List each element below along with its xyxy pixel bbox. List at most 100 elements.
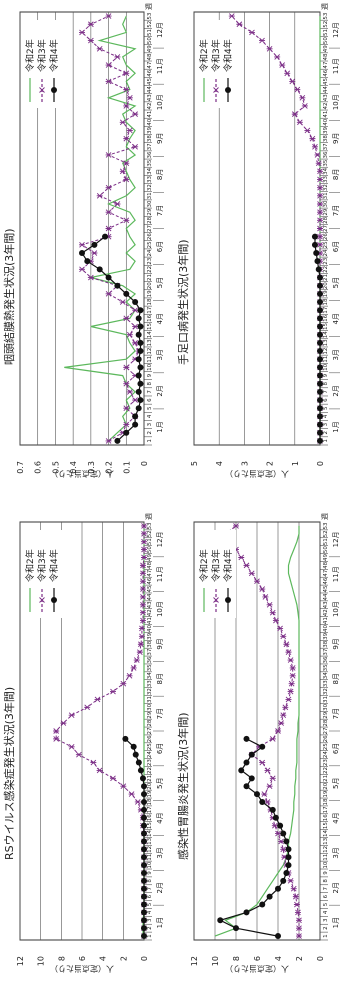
legend-box bbox=[196, 20, 236, 108]
x-tick-label: 15 bbox=[323, 822, 329, 829]
x-tick-label: 25 bbox=[147, 743, 153, 750]
data-point-r3 bbox=[280, 633, 287, 640]
data-point-r3 bbox=[141, 538, 147, 545]
x-tick-label: 28 bbox=[323, 216, 329, 223]
data-point-r4 bbox=[317, 380, 323, 387]
data-point-r3 bbox=[290, 885, 297, 892]
x-tick-label: 43 bbox=[147, 94, 153, 101]
x-tick-label: 10 bbox=[147, 363, 153, 370]
data-point-r3 bbox=[60, 720, 67, 726]
x-tick-label: 26 bbox=[147, 735, 153, 742]
y-tick-label: 0 bbox=[316, 956, 325, 961]
series-line-2 bbox=[213, 525, 300, 937]
x-tick-label: 37 bbox=[147, 143, 153, 150]
data-point-r3 bbox=[228, 13, 235, 19]
legend-label: 令和2年 bbox=[198, 39, 210, 72]
x-tick-label: 32 bbox=[147, 184, 153, 191]
x-tick-label: 24 bbox=[147, 751, 153, 758]
data-point-r4 bbox=[137, 364, 144, 371]
legend-label: 令和3年 bbox=[210, 549, 222, 582]
data-point-r4 bbox=[141, 909, 147, 916]
x-tick-label: 29 bbox=[147, 711, 153, 718]
legend-marker-r4 bbox=[51, 87, 57, 93]
x-tick-label: 30 bbox=[147, 200, 153, 207]
data-point-r3 bbox=[139, 586, 146, 592]
month-label: 7月 bbox=[332, 708, 340, 719]
data-point-r3 bbox=[243, 562, 250, 569]
x-tick-label: 5 bbox=[323, 406, 329, 410]
data-point-r4 bbox=[141, 933, 147, 940]
x-tick-label: 9 bbox=[147, 373, 153, 377]
month-label: 11月 bbox=[156, 58, 164, 74]
y-tick-label: 10 bbox=[211, 956, 220, 966]
x-tick-label: 32 bbox=[323, 184, 329, 191]
data-point-r3 bbox=[261, 791, 268, 797]
x-tick-label: 41 bbox=[323, 617, 329, 624]
x-tick-label: 33 bbox=[147, 175, 153, 182]
data-point-r4 bbox=[317, 323, 323, 330]
data-point-r3 bbox=[304, 127, 311, 134]
x-tick-label: 39 bbox=[147, 126, 153, 133]
y-axis-label: 人（定点当たり） bbox=[50, 469, 114, 479]
chart-panel-3: 感染性胃腸炎発生状況(3年間)024681012人（定点当たり）12345678… bbox=[176, 513, 340, 974]
x-tick-label: 50 bbox=[323, 546, 329, 553]
data-point-r4 bbox=[141, 838, 147, 845]
x-tick-label: 17 bbox=[147, 306, 153, 313]
data-point-r3 bbox=[137, 641, 144, 648]
data-point-r3 bbox=[110, 775, 116, 782]
x-tick-label: 41 bbox=[323, 111, 329, 118]
x-tick-label: 40 bbox=[147, 118, 153, 125]
data-point-r4 bbox=[285, 846, 292, 853]
data-point-r3 bbox=[275, 728, 281, 734]
x-tick-label: 23 bbox=[147, 257, 153, 264]
month-label: 8月 bbox=[332, 169, 340, 180]
x-tick-label: 19 bbox=[147, 290, 153, 297]
data-point-r3 bbox=[123, 315, 130, 322]
x-tick-label: 19 bbox=[323, 790, 329, 797]
data-point-r4 bbox=[96, 266, 103, 273]
y-tick-label: 10 bbox=[37, 956, 46, 966]
data-point-r4 bbox=[137, 323, 144, 330]
x-tick-label: 34 bbox=[147, 672, 153, 679]
data-point-r4 bbox=[137, 348, 144, 355]
month-label: 6月 bbox=[156, 241, 164, 252]
x-tick-label: 47 bbox=[147, 61, 153, 68]
x-tick-label: 12 bbox=[323, 846, 329, 853]
data-point-r3 bbox=[317, 168, 323, 175]
x-tick-label: 10 bbox=[323, 363, 329, 370]
x-tick-label: 48 bbox=[323, 53, 329, 60]
data-point-r3 bbox=[139, 601, 146, 608]
x-tick-label: 23 bbox=[147, 759, 153, 766]
x-tick-label: 20 bbox=[147, 282, 153, 289]
x-tick-label: 30 bbox=[323, 703, 329, 710]
y-tick-label: 0.7 bbox=[16, 461, 25, 474]
data-point-r4 bbox=[243, 783, 250, 790]
x-tick-label: 28 bbox=[323, 719, 329, 726]
x-tick-label: 18 bbox=[323, 798, 329, 805]
data-point-r4 bbox=[135, 405, 142, 412]
data-point-r4 bbox=[317, 348, 323, 355]
data-point-r4 bbox=[317, 290, 323, 297]
x-tick-label: 1 bbox=[147, 934, 153, 938]
x-tick-label: 11 bbox=[147, 356, 153, 363]
x-tick-label: 15 bbox=[147, 323, 153, 330]
data-point-r3 bbox=[91, 250, 98, 256]
x-tick-label: 17 bbox=[147, 806, 153, 813]
data-point-r3 bbox=[114, 54, 121, 60]
x-tick-label: 38 bbox=[147, 135, 153, 142]
data-point-r3 bbox=[296, 933, 302, 939]
data-point-r4 bbox=[141, 814, 147, 821]
legend-marker-r3 bbox=[39, 87, 45, 93]
x-tick-label: 35 bbox=[323, 664, 329, 671]
y-axis-label: 人（定点当たり） bbox=[225, 964, 289, 974]
data-point-r3 bbox=[233, 523, 239, 529]
x-tick-label: 24 bbox=[323, 751, 329, 758]
data-point-r3 bbox=[105, 152, 112, 158]
data-point-r3 bbox=[53, 736, 60, 742]
data-point-r4 bbox=[280, 877, 287, 884]
data-point-r3 bbox=[132, 340, 139, 346]
data-point-r4 bbox=[269, 806, 276, 813]
data-point-r3 bbox=[141, 554, 147, 561]
data-point-r4 bbox=[141, 877, 147, 884]
data-point-r3 bbox=[294, 86, 301, 93]
